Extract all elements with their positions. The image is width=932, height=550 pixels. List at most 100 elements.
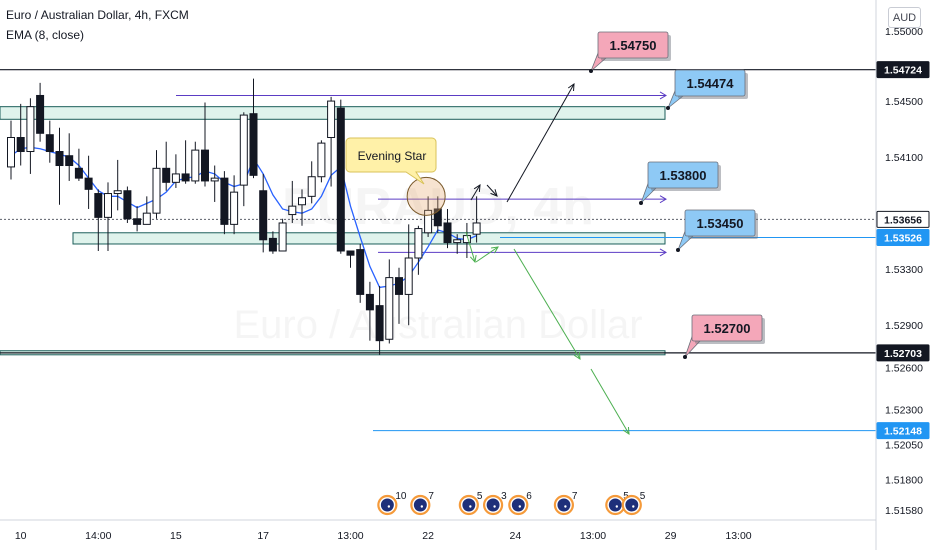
target-label-text: 1.52700	[704, 321, 751, 336]
up-arrow-long[interactable]	[506, 83, 575, 203]
flag-icon	[380, 498, 394, 512]
candle-body	[453, 239, 462, 244]
candle-body	[104, 193, 112, 218]
target-label-box	[674, 69, 746, 97]
y-tick-label: 1.52300	[885, 404, 923, 416]
candle	[356, 243, 365, 303]
economic-event-icon[interactable]: 7	[553, 491, 578, 516]
y-tick-label: 1.52600	[885, 362, 923, 374]
currency-badge[interactable]: AUD	[888, 7, 921, 28]
target-label[interactable]: 1.53450	[676, 209, 758, 252]
target-labels[interactable]: 1.54750 1.54474 1.53800 1.53450 1.52700	[589, 31, 765, 359]
target-anchor-dot	[683, 355, 687, 359]
economic-events[interactable]: 10 7 5 3 6 7 5 5	[377, 491, 646, 516]
target-label[interactable]: 1.52700	[683, 314, 765, 359]
purple-arrowhead	[659, 195, 667, 204]
candle	[220, 171, 229, 235]
target-label-box	[597, 31, 669, 59]
purple-level-lines[interactable]	[176, 91, 667, 257]
candle	[171, 154, 180, 188]
target-label-text: 1.53800	[660, 168, 707, 183]
up-arrow-short[interactable]	[470, 184, 481, 201]
candle-body	[424, 209, 433, 234]
candle-body	[230, 191, 239, 225]
star-dot	[387, 505, 391, 508]
candle-body	[181, 173, 190, 182]
evening-star-circle[interactable]	[406, 176, 446, 216]
green-arrow-2[interactable]	[475, 246, 499, 263]
down-arrow-short-head	[490, 189, 498, 197]
candle-body	[171, 173, 180, 183]
price-tag[interactable]: 1.52148	[876, 422, 930, 440]
economic-event-icon[interactable]: 6	[508, 491, 532, 516]
candle	[336, 99, 345, 254]
target-label[interactable]: 1.54474	[666, 69, 748, 110]
indicator-legend[interactable]: EMA (8, close)	[6, 28, 85, 42]
candle	[414, 225, 423, 275]
candle	[84, 155, 93, 209]
price-tag[interactable]: 1.53526	[876, 229, 930, 247]
candle-body	[162, 167, 171, 183]
purple-arrowhead	[659, 91, 667, 100]
y-tick-label: 1.53300	[885, 264, 923, 276]
star-dot	[615, 505, 619, 508]
candle-body	[239, 114, 248, 186]
target-label-text: 1.53450	[697, 216, 744, 231]
candle	[375, 286, 384, 355]
candle	[404, 224, 413, 326]
candle	[346, 250, 355, 268]
candle	[36, 82, 45, 142]
economic-event-icon[interactable]: 10	[377, 491, 407, 516]
price-tag[interactable]: 1.53656	[876, 210, 930, 228]
economic-event-icon[interactable]: 5	[458, 491, 483, 516]
candle-body	[356, 249, 365, 295]
event-count: 7	[428, 491, 434, 502]
economic-event-icon[interactable]: 5	[621, 491, 646, 516]
candle	[94, 189, 103, 251]
candle	[113, 159, 122, 211]
candle	[433, 196, 442, 233]
green-arrow-1[interactable]	[465, 231, 476, 263]
y-tick-label: 1.54500	[885, 96, 923, 108]
price-tag-text: 1.52703	[884, 348, 922, 360]
price-tag[interactable]: 1.52703	[876, 344, 930, 362]
target-label-text: 1.54474	[687, 76, 735, 91]
candle-body	[404, 257, 413, 295]
candle-body	[16, 137, 25, 153]
candle-body	[288, 205, 297, 216]
flag-icon	[486, 498, 500, 512]
green-arrow-4[interactable]	[590, 368, 630, 435]
down-arrow-short[interactable]	[486, 184, 498, 197]
green-arrow-3[interactable]	[513, 248, 581, 360]
candle-body	[259, 190, 268, 241]
candle	[317, 140, 326, 183]
candle	[26, 98, 35, 174]
green-arrow-2-head	[491, 246, 499, 254]
flag-icon	[608, 498, 622, 512]
pattern-annotations[interactable]: Evening Star	[345, 137, 446, 216]
up-arrow-short-head	[473, 184, 481, 193]
candle	[443, 208, 452, 249]
candle-body	[113, 190, 122, 195]
candle	[65, 133, 74, 181]
candle-body	[327, 100, 336, 138]
target-label-text: 1.54750	[610, 38, 657, 53]
candle	[74, 148, 83, 181]
zone-rect[interactable]	[72, 232, 666, 245]
target-label[interactable]: 1.53800	[639, 161, 721, 205]
projection-arrows[interactable]	[465, 83, 630, 435]
candle	[239, 112, 248, 207]
price-tag-text: 1.54724	[884, 65, 922, 77]
target-label[interactable]: 1.54750	[589, 31, 671, 73]
evening-star-callout[interactable]	[345, 137, 437, 185]
candle-body	[249, 113, 258, 176]
economic-event-icon[interactable]: 7	[410, 491, 434, 516]
star-dot	[632, 505, 635, 508]
economic-event-icon[interactable]: 3	[482, 491, 507, 516]
price-tag[interactable]: 1.54724	[876, 61, 930, 79]
y-tick-label: 1.54100	[885, 152, 923, 164]
target-anchor-dot	[589, 69, 593, 73]
horizontal-price-lines[interactable]	[0, 69, 876, 432]
candle-body	[7, 137, 15, 168]
